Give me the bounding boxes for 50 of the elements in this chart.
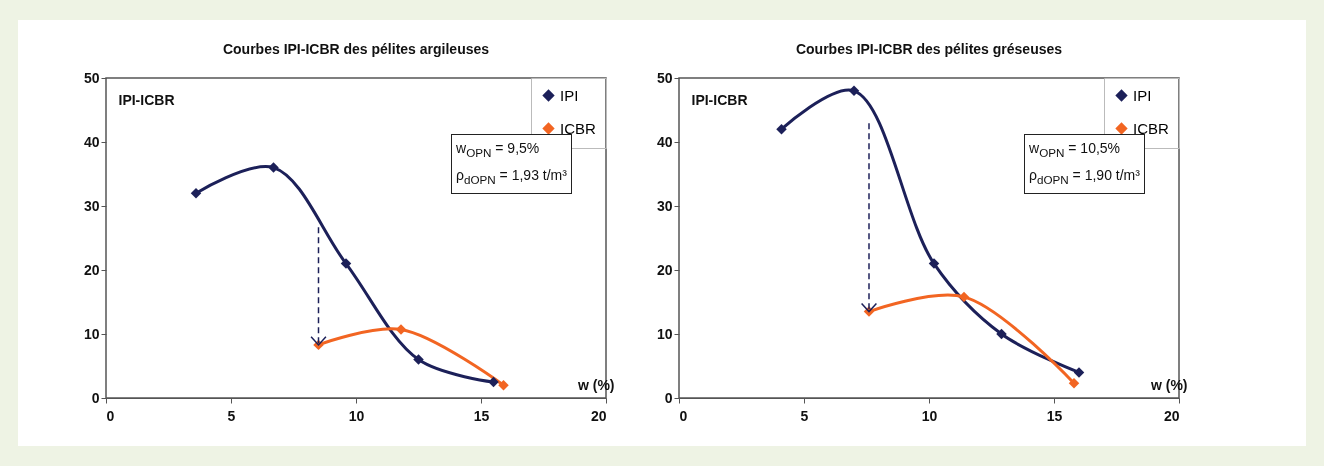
point: [395, 324, 407, 335]
y-tick-label: 30: [83, 197, 100, 214]
y-tick-label: 40: [656, 133, 673, 150]
point: [498, 379, 509, 391]
legend-label: ICBR: [1133, 119, 1169, 137]
y-tick-label: 10: [656, 325, 673, 342]
chart-title: Courbes IPI-ICBR des pélites gréseuses: [795, 41, 1063, 57]
annotation: w$_{OPN}$ = 9,5%: [456, 139, 541, 161]
y-axis-title: IPI-ICBR: [691, 91, 748, 108]
chart-title: Courbes IPI-ICBR des pélites argileuses: [222, 41, 490, 57]
x-tick-label: 0: [106, 407, 115, 424]
point: [488, 376, 499, 388]
x-tick-label: 10: [921, 407, 938, 424]
annotation: ρ$_{dOPN}$ = 1,90 t/m³: [1029, 165, 1140, 188]
annotation: w$_{OPN}$ = 10,5%: [1029, 139, 1122, 161]
y-tick-label: 50: [656, 69, 673, 86]
point: [848, 85, 860, 97]
point: [340, 258, 352, 269]
legend-label: IPI: [560, 86, 579, 104]
x-tick-label: 20: [590, 407, 607, 424]
x-tick-label: 5: [227, 407, 236, 424]
x-tick-label: 15: [1046, 407, 1063, 424]
legend-label: ICBR: [560, 119, 596, 137]
y-tick-label: 0: [664, 389, 673, 406]
annotation: ρ$_{dOPN}$ = 1,93 t/m³: [456, 165, 567, 188]
x-tick-label: 5: [800, 407, 809, 424]
x-axis-title: w (%): [1149, 376, 1188, 393]
legend-label: IPI: [1133, 86, 1152, 104]
x-tick-label: 0: [679, 407, 688, 424]
y-tick-label: 20: [83, 261, 100, 278]
y-tick-label: 0: [91, 389, 100, 406]
point: [190, 187, 202, 199]
y-axis-title: IPI-ICBR: [118, 91, 175, 108]
point: [958, 291, 970, 303]
x-tick-label: 10: [348, 407, 365, 424]
y-tick-label: 30: [656, 197, 673, 214]
point: [413, 354, 424, 365]
y-tick-label: 40: [83, 133, 100, 150]
point: [1068, 378, 1080, 389]
point: [996, 328, 1007, 340]
point: [776, 123, 787, 135]
x-tick-label: 20: [1163, 407, 1180, 424]
x-tick-label: 15: [473, 407, 490, 424]
y-tick-label: 20: [656, 261, 673, 278]
point: [928, 258, 940, 269]
point: [268, 162, 279, 173]
y-tick-label: 10: [83, 325, 100, 342]
y-tick-label: 50: [83, 69, 100, 86]
point: [1073, 367, 1085, 378]
x-axis-title: w (%): [576, 376, 615, 393]
